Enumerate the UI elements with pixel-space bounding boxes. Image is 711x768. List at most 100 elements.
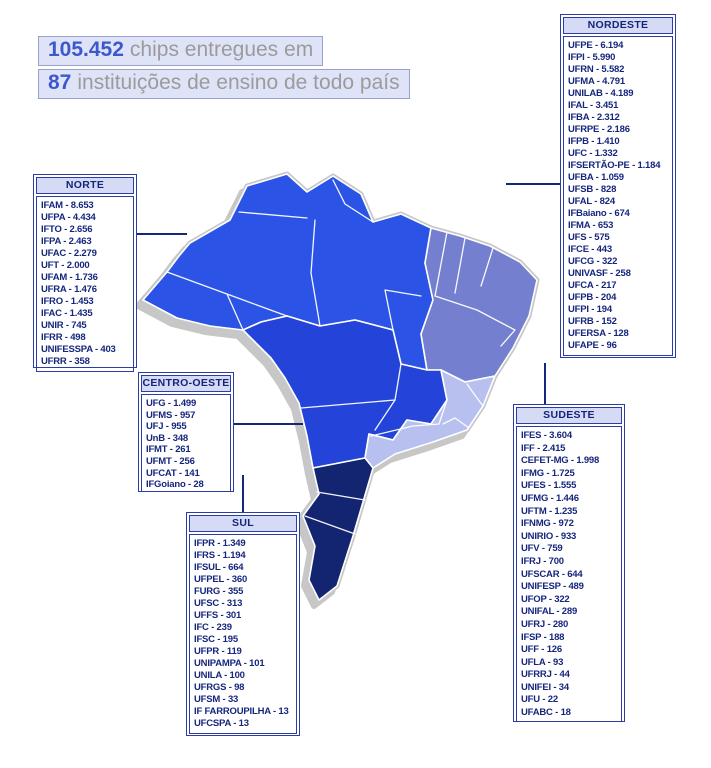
institution-row: IFNMG - 972	[521, 518, 574, 530]
institution-row: IFSP - 188	[521, 631, 565, 643]
institution-row: UFSCAR - 644	[521, 568, 583, 580]
institution-row: IFSERTÃO-PE - 1.184	[568, 160, 661, 171]
region-box-centro-oeste: CENTRO-OESTE UFG - 1.499 UFMS - 957 UFJ - …	[138, 372, 234, 492]
institutions-total-number: 87	[48, 71, 72, 94]
institution-row: UFRRJ - 44	[521, 669, 570, 681]
region-list-sudeste: IFES - 3.604 IFF - 2.415 CEFET-MG - 1.998 I…	[516, 426, 622, 722]
institution-row: UFS - 575	[568, 232, 610, 243]
region-box-sul: SUL IFPR - 1.349 IFRS - 1.194 IFSUL - 664 U…	[186, 512, 300, 736]
institution-row: IFSC - 195	[194, 634, 238, 645]
institution-row: UFU - 22	[521, 694, 558, 706]
institution-row: FURG - 355	[194, 586, 244, 597]
institution-row: UnB - 348	[146, 432, 189, 444]
region-title: NORTE	[65, 179, 105, 191]
institution-row: UFMA - 4.791	[568, 76, 625, 87]
institution-row: UNIFESP - 489	[521, 581, 584, 593]
institution-row: IFBA - 2.312	[568, 112, 620, 123]
map-region-sul	[302, 457, 374, 601]
institution-row: UFMG - 1.446	[521, 492, 579, 504]
institution-row: UFFS - 301	[194, 610, 242, 621]
chips-total-number: 105.452	[48, 38, 124, 61]
institution-row: UFCSPA - 13	[194, 718, 249, 729]
institution-row: IFAC - 1.435	[41, 308, 93, 319]
institution-row: UFPR - 119	[194, 646, 242, 657]
institution-row: UFJ - 955	[146, 421, 187, 433]
region-header-norte: NORTE	[36, 177, 134, 194]
institution-row: UFTM - 1.235	[521, 505, 578, 517]
institution-row: UFLA - 93	[521, 656, 564, 668]
institution-row: UFMS - 957	[146, 409, 196, 421]
connector-sul	[242, 475, 244, 512]
institution-row: UFES - 1.555	[521, 480, 577, 492]
institution-row: IFPB - 1.410	[568, 136, 620, 147]
institution-row: IFAL - 3.451	[568, 100, 619, 111]
institution-row: UFV - 759	[521, 543, 563, 555]
institution-row: UFSB - 828	[568, 184, 617, 195]
institution-row: UNIVASF - 258	[568, 268, 631, 279]
institution-row: IFES - 3.604	[521, 430, 572, 441]
connector-sudeste	[544, 363, 546, 404]
region-list-norte: IFAM - 8.653 UFPA - 4.434 IFTO - 2.656 IFPA…	[36, 196, 134, 372]
institution-row: UFC - 1.332	[568, 148, 618, 159]
connector-norte	[137, 233, 187, 235]
institution-row: UFRR - 358	[41, 356, 90, 367]
institution-row: UFCG - 322	[568, 256, 618, 267]
institution-row: UNIFEI - 34	[521, 681, 569, 693]
region-title: NORDESTE	[587, 19, 649, 31]
institution-row: IFMG - 1.725	[521, 467, 575, 479]
institution-row: UFRGS - 98	[194, 682, 245, 693]
state-borders	[166, 179, 516, 535]
region-header-nordeste: NORDESTE	[563, 17, 673, 34]
institution-row: UFT - 2.000	[41, 260, 90, 271]
institution-row: IFF - 2.415	[521, 442, 566, 454]
region-box-sudeste: SUDESTE IFES - 3.604 IFF - 2.415 CEFET-MG …	[513, 404, 625, 722]
connector-centro-oeste	[233, 423, 303, 425]
institution-row: UFERSA - 128	[568, 328, 629, 339]
institution-row: UFAM - 1.736	[41, 272, 98, 283]
institution-row: UFMT - 256	[146, 455, 195, 467]
region-header-sul: SUL	[189, 515, 297, 532]
institution-row: UNIRIO - 933	[521, 530, 577, 542]
institution-row: UFSC - 313	[194, 598, 243, 609]
institution-row: UFPI - 194	[568, 304, 612, 315]
institution-row: UFCA - 217	[568, 280, 617, 291]
institution-row: UFRN - 5.582	[568, 64, 625, 75]
institution-row: IFMT - 261	[146, 444, 191, 456]
institution-row: UFF - 126	[521, 644, 562, 656]
institution-row: IFSUL - 664	[194, 562, 244, 573]
institution-row: UNIR - 745	[41, 320, 87, 331]
institution-row: IFMA - 653	[568, 220, 614, 231]
institution-row: IFRS - 1.194	[194, 550, 246, 561]
region-header-sudeste: SUDESTE	[516, 407, 622, 424]
institution-row: IFPR - 1.349	[194, 538, 246, 549]
region-list-centro-oeste: UFG - 1.499 UFMS - 957 UFJ - 955 UnB - 348 I…	[141, 394, 231, 492]
institution-row: UNIFESSPA - 403	[41, 344, 116, 355]
region-title: SUL	[232, 517, 254, 529]
institution-row: IFGoiano - 28	[146, 479, 204, 491]
region-box-norte: NORTE IFAM - 8.653 UFPA - 4.434 IFTO - 2.6…	[33, 174, 137, 372]
institution-row: UFOP - 322	[521, 593, 570, 605]
brazil-map	[135, 171, 540, 609]
institution-row: IFBaiano - 674	[568, 208, 630, 219]
institution-row: IFC - 239	[194, 622, 232, 633]
institution-row: IFRO - 1.453	[41, 296, 94, 307]
institution-row: UFCAT - 141	[146, 467, 200, 479]
institution-row: IFRJ - 700	[521, 555, 564, 567]
institution-row: UFBA - 1.059	[568, 172, 624, 183]
region-title: SUDESTE	[543, 409, 595, 421]
institution-row: UNILAB - 4.189	[568, 88, 634, 99]
institution-row: UFPE - 6.194	[568, 40, 624, 51]
institution-row: UFRA - 1.476	[41, 284, 97, 295]
institution-row: UFPB - 204	[568, 292, 617, 303]
region-box-nordeste: NORDESTE UFPE - 6.194 IFPI - 5.990 UFRN - …	[560, 14, 676, 358]
title-line-2: 87 instituições de ensino de todo país	[38, 69, 410, 99]
institution-row: UFAC - 2.279	[41, 248, 97, 259]
institution-row: UFPA - 4.434	[41, 212, 96, 223]
institution-row: CEFET-MG - 1.998	[521, 455, 600, 467]
institution-row: UNIPAMPA - 101	[194, 658, 265, 669]
connector-nordeste	[506, 183, 560, 185]
institution-row: UFSM - 33	[194, 694, 239, 705]
institution-row: UNILA - 100	[194, 670, 245, 681]
title-line-1: 105.452 chips entregues em	[38, 36, 324, 66]
institution-row: UNIFAL - 289	[521, 606, 578, 618]
